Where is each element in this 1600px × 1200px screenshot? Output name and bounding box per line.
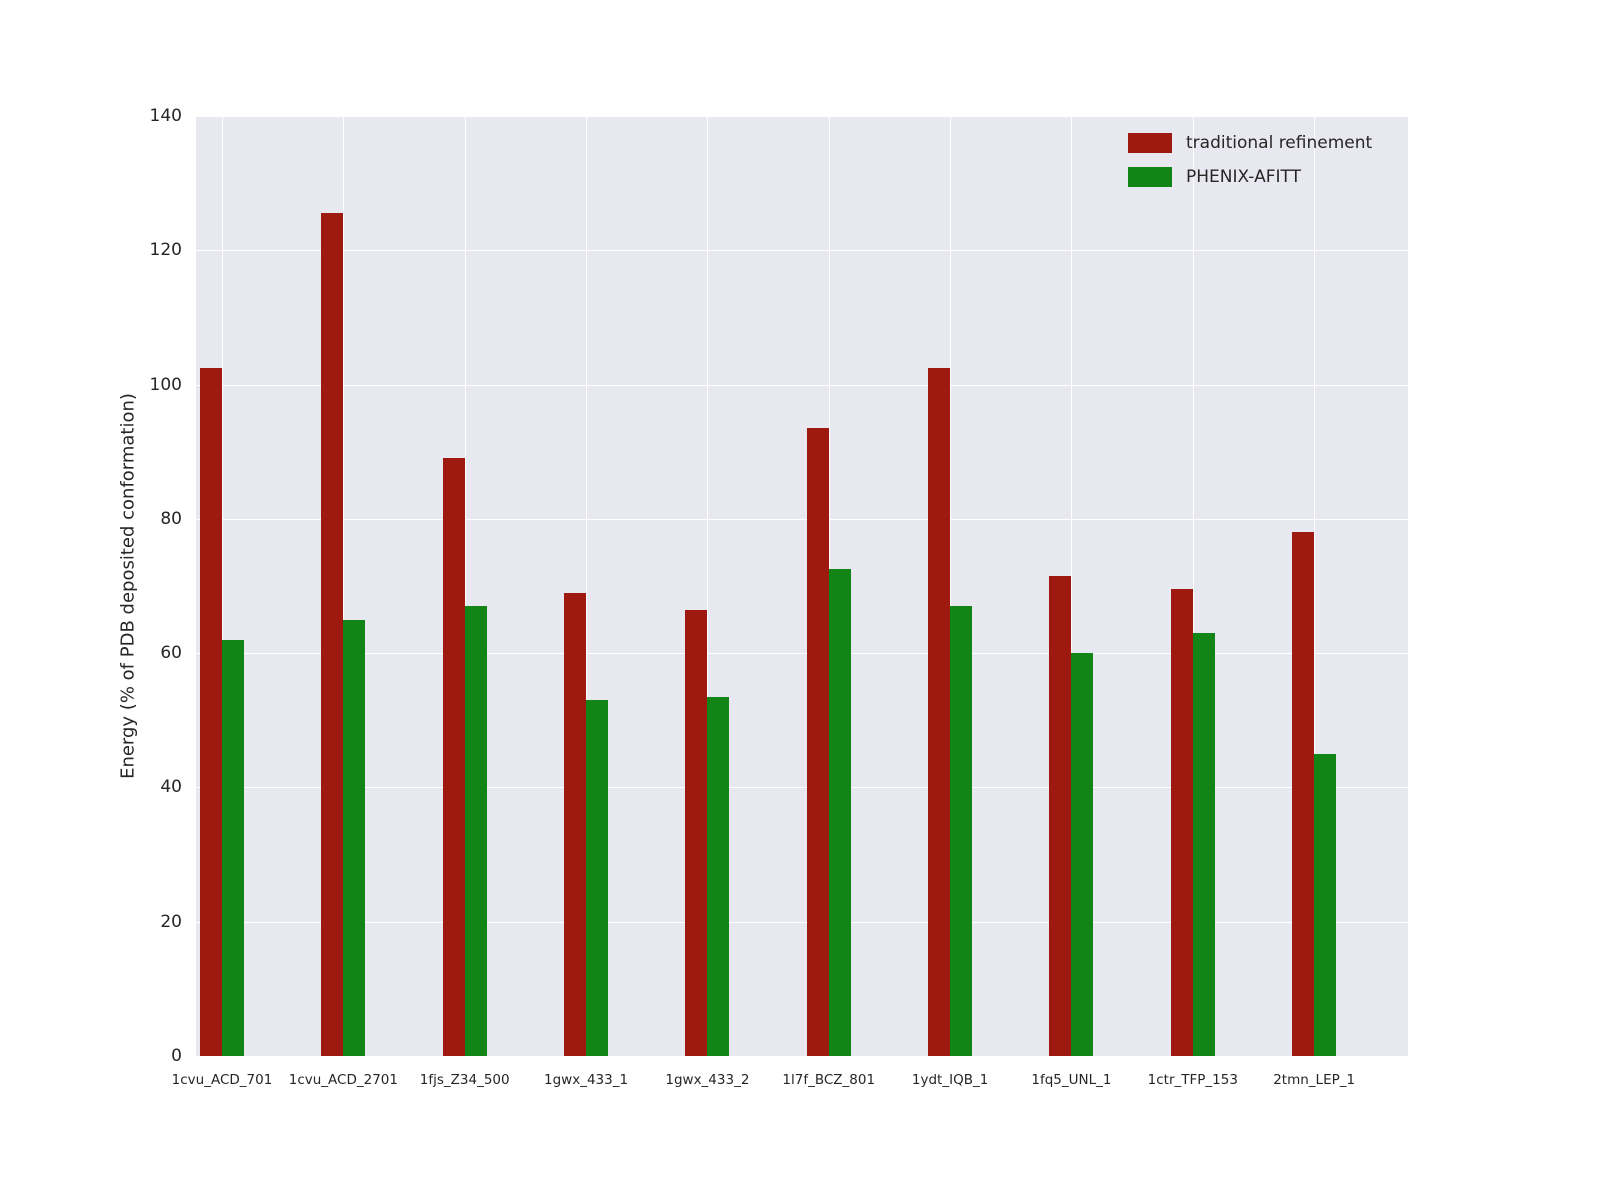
gridline-vertical (950, 116, 952, 1056)
bar (1314, 753, 1337, 1056)
bar (806, 428, 829, 1056)
gridline-vertical (1192, 116, 1194, 1056)
gridline-horizontal (196, 1056, 1408, 1057)
x-tick-label: 1ctr_TFP_153 (1147, 1072, 1238, 1088)
x-tick-label: 1gwx_433_2 (665, 1072, 750, 1088)
y-tick-label: 120 (149, 240, 182, 261)
bar (1192, 633, 1215, 1056)
gridline-vertical (1071, 116, 1073, 1056)
bar (442, 458, 465, 1056)
legend: traditional refinement PHENIX-AFITT (1128, 133, 1372, 187)
y-tick-label: 80 (160, 508, 182, 529)
y-tick-label: 140 (149, 106, 182, 126)
bar (1071, 653, 1094, 1056)
y-tick-label: 100 (149, 374, 182, 395)
legend-entry-phenix-afitt: PHENIX-AFITT (1128, 167, 1372, 187)
bar (707, 696, 730, 1056)
bar (343, 619, 366, 1056)
legend-entry-traditional: traditional refinement (1128, 133, 1372, 153)
gridline-horizontal (196, 384, 1408, 386)
x-tick-label: 1fjs_Z34_500 (419, 1072, 510, 1088)
bar (928, 367, 951, 1056)
x-tick-label: 1gwx_433_1 (544, 1072, 629, 1088)
x-tick-label: 1fq5_UNL_1 (1031, 1072, 1112, 1088)
gridline-vertical (343, 116, 345, 1056)
y-tick-label: 20 (160, 911, 182, 932)
bar (586, 700, 609, 1056)
bar (685, 609, 708, 1056)
y-axis-label: Energy (% of PDB deposited conformation) (117, 393, 139, 779)
x-tick-label: 1cvu_ACD_701 (171, 1072, 273, 1088)
bar (1292, 532, 1315, 1056)
legend-label-phenix-afitt: PHENIX-AFITT (1186, 167, 1301, 187)
legend-swatch-phenix-afitt (1128, 167, 1172, 187)
bar (200, 367, 222, 1056)
y-tick-label: 0 (171, 1046, 182, 1066)
bar (828, 569, 851, 1056)
gridline-vertical (586, 116, 588, 1056)
gridline-horizontal (196, 518, 1408, 520)
bar (950, 606, 973, 1056)
plot-area: traditional refinement PHENIX-AFITT (196, 116, 1408, 1057)
legend-swatch-traditional-refinement (1128, 133, 1172, 153)
y-tick-label: 60 (160, 643, 182, 664)
bar (564, 592, 587, 1056)
bar (464, 606, 487, 1056)
x-tick-label: 2tmn_LEP_1 (1273, 1072, 1356, 1088)
y-tick-label: 40 (160, 777, 182, 798)
gridline-horizontal (196, 653, 1408, 655)
bar (1049, 575, 1072, 1056)
bar (321, 213, 344, 1056)
x-tick-label: 1l7f_BCZ_801 (782, 1072, 876, 1088)
gridline-vertical (707, 116, 709, 1056)
x-tick-label: 1cvu_ACD_2701 (288, 1072, 398, 1088)
gridline-vertical (464, 116, 466, 1056)
gridline-horizontal (196, 787, 1408, 789)
bar (222, 639, 244, 1056)
bar (1170, 589, 1193, 1056)
gridline-vertical (222, 116, 223, 1056)
gridline-horizontal (196, 921, 1408, 923)
gridline-vertical (1314, 116, 1316, 1056)
legend-label-traditional-refinement: traditional refinement (1186, 133, 1373, 153)
gridline-horizontal (196, 250, 1408, 252)
x-tick-label: 1ydt_IQB_1 (911, 1072, 989, 1088)
gridline-horizontal (196, 116, 1408, 117)
